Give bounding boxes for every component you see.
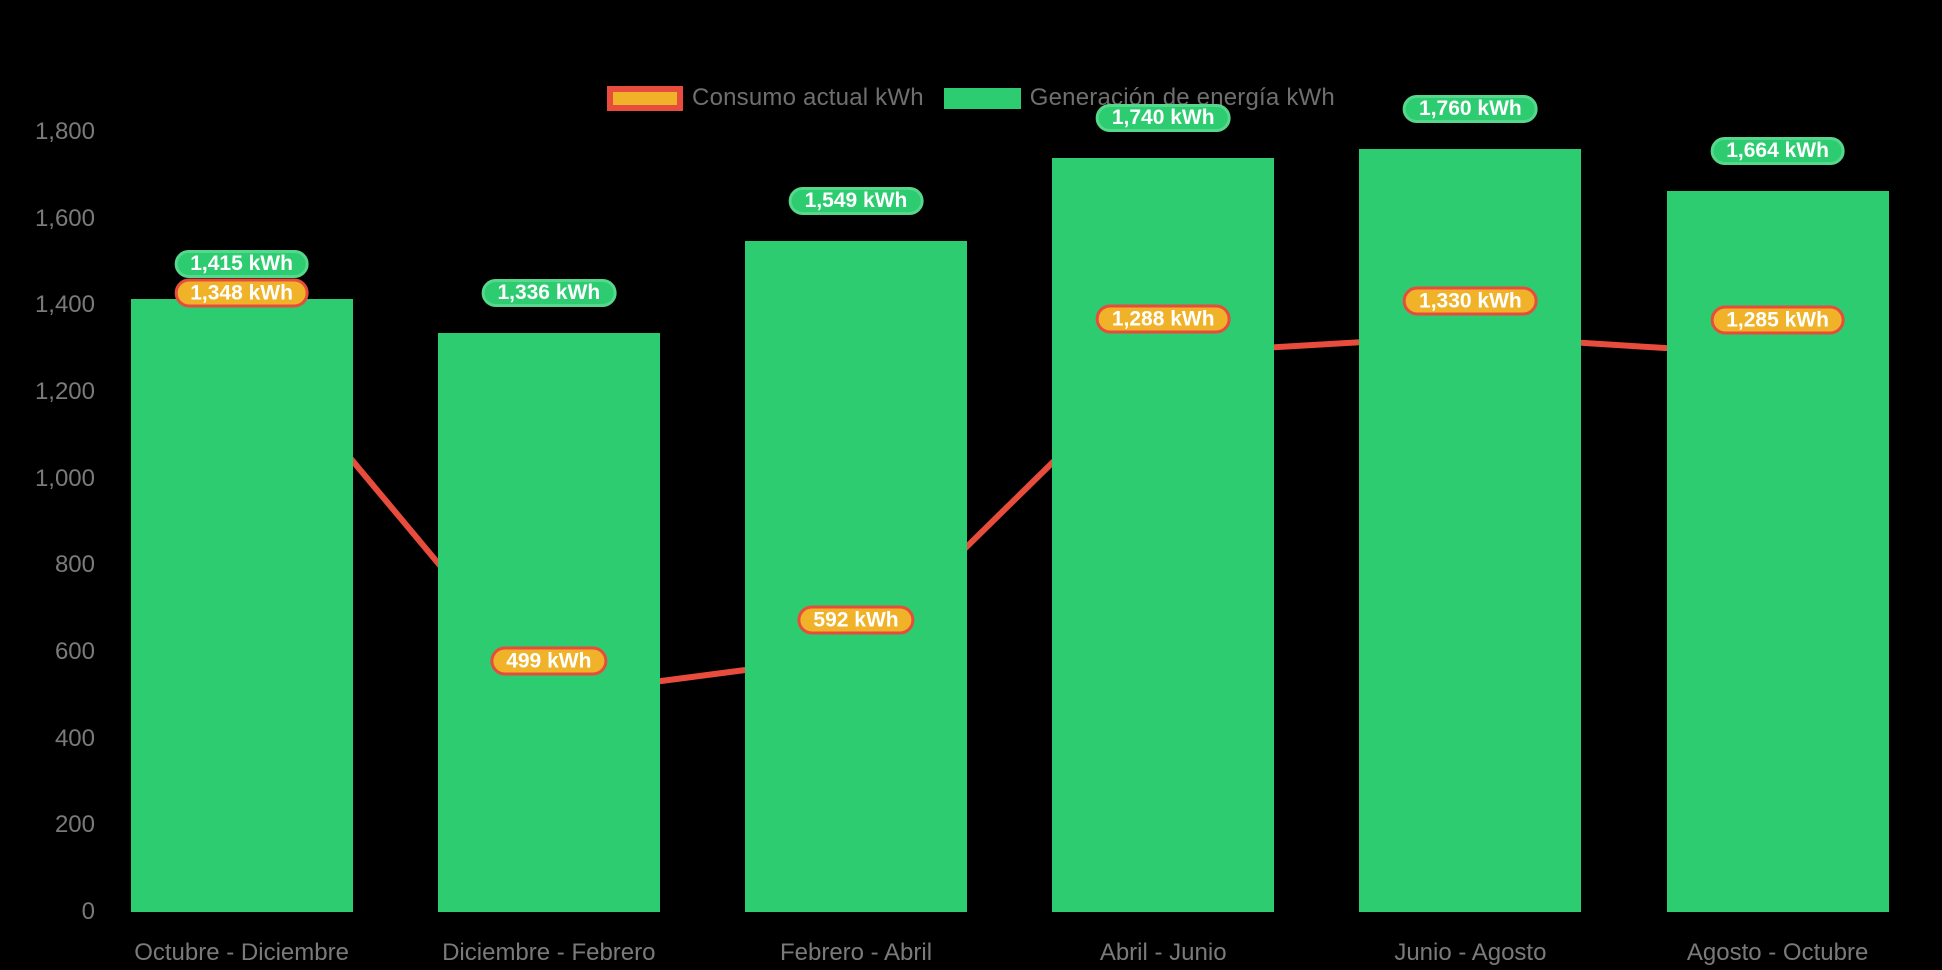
generation-bar <box>130 298 353 912</box>
generation-value-badge: 1,760 kWh <box>1403 95 1538 124</box>
generation-bar <box>1666 190 1889 912</box>
consumption-value-badge: 1,348 kWh <box>174 278 309 308</box>
x-tick-label: Febrero - Abril <box>779 939 933 966</box>
generation-value-badge: 1,664 kWh <box>1710 136 1845 165</box>
legend-swatch-generacion-icon <box>943 87 1021 109</box>
y-tick-label: 800 <box>54 551 95 579</box>
x-tick-label: Abril - Junio <box>1099 939 1227 966</box>
consumption-value-badge: 1,285 kWh <box>1710 305 1845 335</box>
x-tick-label: Diciembre - Febrero <box>442 939 656 966</box>
y-tick-label: 200 <box>54 811 95 839</box>
generation-bar <box>1052 158 1275 912</box>
generation-bar <box>745 240 967 912</box>
consumption-value-badge: 1,330 kWh <box>1403 286 1538 316</box>
consumption-value-badge: 499 kWh <box>490 646 608 676</box>
legend-item-consumo[interactable]: Consumo actual kWh <box>607 84 924 112</box>
y-tick-label: 1,400 <box>34 291 95 319</box>
generation-value-badge: 1,549 kWh <box>788 186 924 215</box>
consumption-value-badge: 1,288 kWh <box>1095 304 1231 334</box>
y-tick-label: 1,200 <box>34 378 95 405</box>
x-tick-label: Agosto - Octubre <box>1686 939 1869 966</box>
y-tick-label: 600 <box>54 638 95 665</box>
y-tick-label: 1,600 <box>34 204 95 232</box>
legend-swatch-consumo-icon <box>607 85 684 111</box>
legend-label-consumo: Consumo actual kWh <box>692 84 924 111</box>
y-tick-label: 0 <box>81 898 95 925</box>
chart-legend: Consumo actual kWh Generación de energía… <box>0 84 1942 112</box>
y-tick-label: 1,800 <box>34 118 95 145</box>
generation-value-badge: 1,336 kWh <box>481 279 617 308</box>
generation-value-badge: 1,740 kWh <box>1095 104 1231 132</box>
generation-value-badge: 1,415 kWh <box>174 249 309 278</box>
x-tick-label: Junio - Agosto <box>1394 939 1547 966</box>
y-tick-label: 400 <box>54 724 95 752</box>
generation-bar <box>437 333 660 912</box>
consumption-value-badge: 592 kWh <box>797 605 915 635</box>
y-tick-label: 1,000 <box>34 464 95 492</box>
x-tick-label: Octubre - Diciembre <box>134 939 349 966</box>
generation-bar <box>1359 149 1582 912</box>
